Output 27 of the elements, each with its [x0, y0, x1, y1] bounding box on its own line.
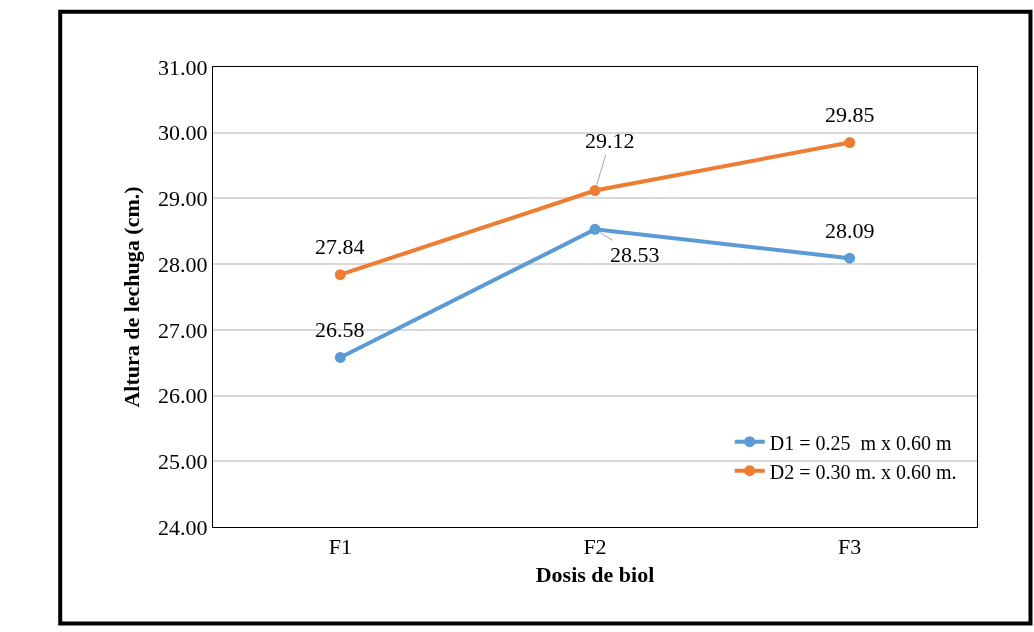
- y-tick-label: 24.00: [158, 514, 208, 540]
- data-label: 28.53: [610, 242, 660, 267]
- data-label: 28.09: [825, 218, 875, 243]
- point: [589, 223, 601, 235]
- point: [334, 269, 346, 281]
- legend-label: D2 = 0.30 m. x 0.60 m.: [769, 460, 957, 483]
- point: [844, 252, 856, 264]
- y-axis-title: Altura de lechuga (cm.): [118, 186, 144, 408]
- point: [589, 185, 601, 197]
- legend-label: D1 = 0.25 m x 0.60 m: [769, 431, 952, 454]
- data-label: 29.85: [825, 102, 875, 127]
- y-tick-label: 28.00: [158, 251, 208, 277]
- data-label: 29.12: [585, 128, 635, 153]
- y-tick-label: 27.00: [158, 317, 208, 343]
- y-tick-label: 25.00: [158, 448, 208, 474]
- x-tick-label: F1: [328, 534, 352, 560]
- data-label: 26.58: [315, 317, 365, 342]
- y-tick-label: 31.00: [158, 54, 208, 80]
- y-tick-label: 26.00: [158, 383, 208, 409]
- point: [334, 351, 346, 363]
- x-tick-label: F2: [583, 534, 607, 560]
- x-tick-label: F3: [838, 534, 862, 560]
- y-tick-label: 29.00: [158, 186, 208, 212]
- data-label: 27.84: [315, 234, 365, 259]
- x-axis-title: Dosis de biol: [535, 562, 655, 588]
- y-tick-label: 30.00: [158, 120, 208, 146]
- point: [844, 137, 856, 149]
